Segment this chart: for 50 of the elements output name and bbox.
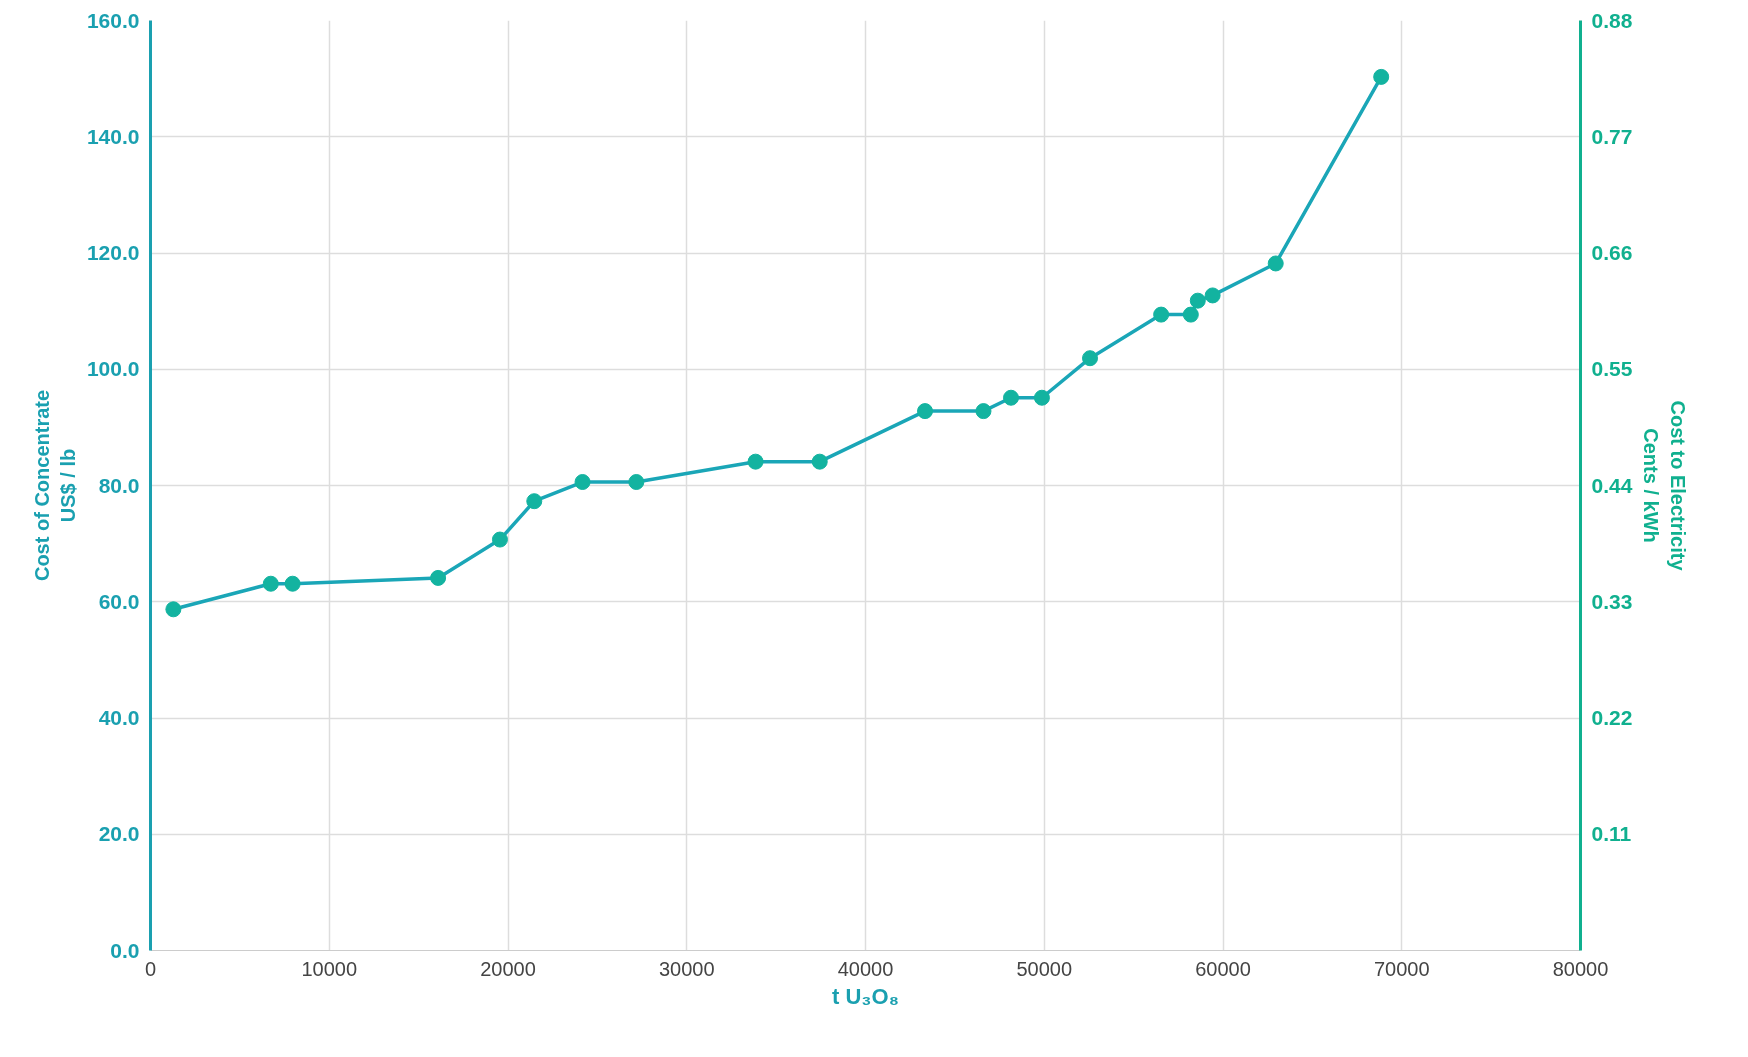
x-axis-title: t U₃O₈ [832,983,899,1009]
point [1033,389,1050,406]
y2-tick-label: 0.66 [1591,241,1633,264]
point [1373,68,1390,85]
y-tick-label: 0.0 [110,938,140,962]
y-tick-label: 20.0 [98,822,140,846]
y2-axis-title: Cost to Electricity Cents / kWh [1640,400,1689,572]
y-tick-label: 140.0 [86,124,140,148]
point [628,474,645,490]
x-tick-label: 50000 [1016,957,1073,980]
point [1204,287,1221,304]
point [262,575,279,592]
x-tick-label: 40000 [837,957,894,980]
point [284,575,301,592]
y-tick-label: 100.0 [86,357,140,381]
y2-tick-label: 0.33 [1591,589,1633,613]
point [1153,306,1170,323]
point [165,601,182,618]
y2-tick-label: 0.77 [1591,124,1633,148]
point [975,403,992,420]
point [574,474,591,490]
point [1182,306,1199,323]
x-tick-label: 30000 [658,957,715,980]
point [430,569,447,586]
point [917,403,934,420]
y-axis-title: Cost of Concentrate US$ / lb [30,389,79,582]
y2-tick-label: 0.55 [1591,357,1633,381]
x-tick-label: 20000 [480,957,536,980]
point [526,493,543,510]
point [747,453,764,470]
x-tick-label: 60000 [1195,957,1251,980]
y-tick-label: 80.0 [98,473,140,497]
point [491,531,508,548]
y-tick-label: 40.0 [98,706,140,729]
point [1082,350,1099,367]
x-tick-label: 70000 [1373,957,1430,980]
y2-tick-label: 0.11 [1591,822,1632,846]
y-tick-label: 60.0 [98,589,140,613]
point [1189,292,1206,309]
y2-tick-label: 0.44 [1591,473,1633,497]
x-tick-label: 10000 [301,957,358,980]
point [811,453,828,470]
y2-tick-label: 0.88 [1591,8,1633,32]
x-tick-label: 80000 [1552,957,1609,980]
point [1003,389,1019,406]
y-tick-label: 160.0 [86,8,140,32]
y2-tick-label: 0.22 [1591,706,1633,729]
x-tick-label: 0 [144,957,157,980]
point [1267,255,1284,272]
y-tick-label: 120.0 [86,241,140,264]
